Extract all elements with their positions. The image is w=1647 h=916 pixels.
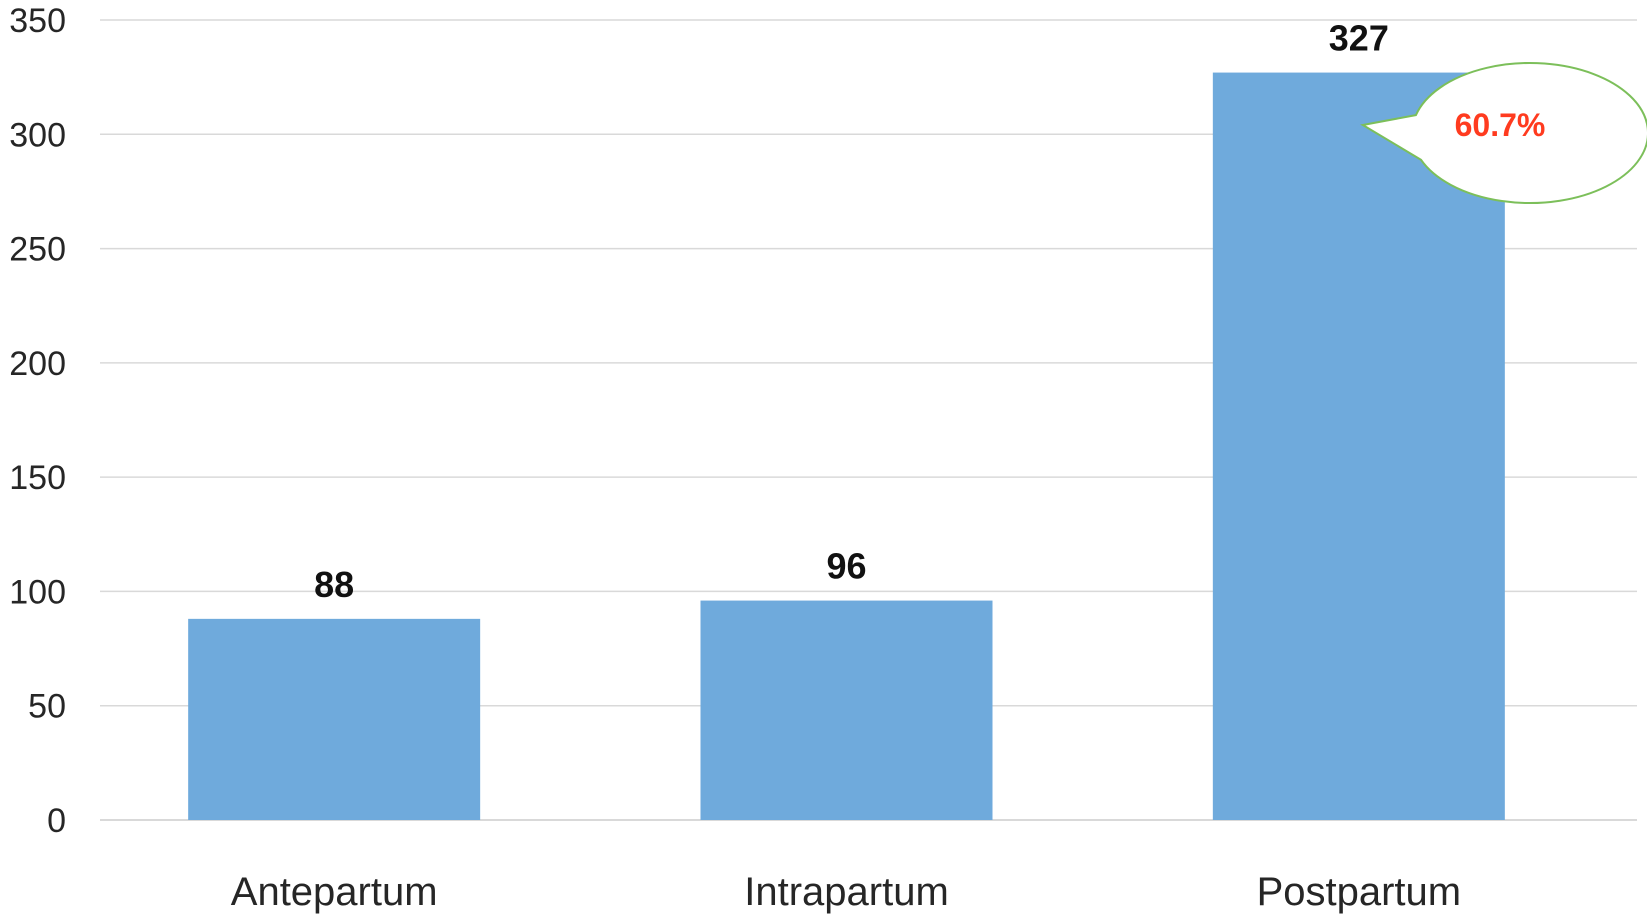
bar-intrapartum — [700, 600, 993, 820]
category-label-intrapartum: Intrapartum — [744, 870, 949, 914]
y-tick-label-200: 200 — [9, 345, 66, 383]
data-label-antepartum: 88 — [314, 564, 354, 605]
x-axis-category-labels: Antepartum Intrapartum Postpartum — [231, 870, 1461, 914]
y-tick-label-50: 50 — [28, 688, 66, 726]
category-label-antepartum: Antepartum — [231, 870, 438, 914]
percentage-callout: 60.7% — [1360, 62, 1647, 204]
y-tick-label-100: 100 — [9, 573, 66, 611]
bar-postpartum — [1212, 72, 1505, 821]
y-tick-label-0: 0 — [47, 802, 66, 840]
bars — [188, 72, 1505, 821]
y-tick-label-150: 150 — [9, 459, 66, 497]
data-label-postpartum: 327 — [1329, 18, 1389, 59]
callout-bubble — [1360, 62, 1647, 204]
y-tick-label-250: 250 — [9, 231, 66, 269]
y-axis-tick-labels: 0 50 100 150 200 250 300 350 — [9, 2, 66, 840]
data-labels: 88 96 327 — [314, 18, 1389, 605]
y-tick-label-350: 350 — [9, 2, 66, 40]
callout-text: 60.7% — [1455, 107, 1546, 143]
data-label-intrapartum: 96 — [826, 546, 866, 587]
bar-antepartum — [188, 618, 481, 820]
y-tick-label-300: 300 — [9, 116, 66, 154]
category-label-postpartum: Postpartum — [1257, 870, 1462, 914]
